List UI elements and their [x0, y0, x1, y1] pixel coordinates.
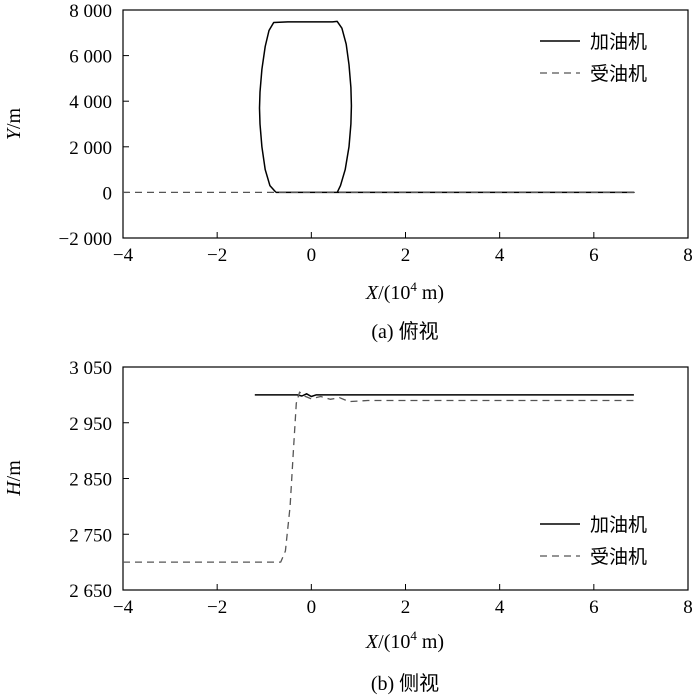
- x-tick-label: 2: [401, 245, 411, 266]
- x-tick-label: −2: [207, 597, 227, 618]
- legend-label-receiver: 受油机: [590, 546, 647, 568]
- series-side: [123, 391, 634, 563]
- y-tick-label: 2 850: [69, 470, 112, 491]
- x-tick-label: 6: [589, 245, 599, 266]
- y-tick-label: 2 750: [69, 525, 112, 546]
- y-axis-label-top: Y/m: [3, 107, 25, 140]
- x-tick-label: −4: [113, 597, 134, 618]
- x-tick-label: 8: [683, 597, 693, 618]
- y-tick-label: 8 000: [69, 1, 112, 22]
- x-tick-label: 4: [495, 245, 505, 266]
- x-tick-label: −2: [207, 245, 227, 266]
- legend-label-tanker: 加油机: [590, 514, 647, 536]
- y-tick-label: 0: [103, 183, 113, 204]
- panel-caption-side: (b) 侧视: [371, 672, 439, 695]
- x-axis-label-side: X/(104 m): [365, 628, 444, 653]
- y-tick-label: 2 650: [69, 581, 112, 602]
- x-tick-label: 4: [495, 597, 505, 618]
- series-top: [123, 20, 635, 194]
- x-tick-label: 2: [401, 597, 411, 618]
- x-tick-label: 0: [307, 597, 317, 618]
- legend-label-receiver: 受油机: [590, 63, 647, 85]
- y-tick-label: 2 950: [69, 414, 112, 435]
- x-tick-label: 8: [683, 245, 693, 266]
- legend-label-tanker: 加油机: [590, 31, 647, 53]
- y-tick-label: −2 000: [59, 229, 112, 250]
- x-tick-label: −4: [113, 245, 134, 266]
- series-line-receiver: [123, 391, 634, 563]
- y-tick-label: 3 050: [69, 358, 112, 379]
- y-tick-label: 6 000: [69, 47, 112, 68]
- x-ticks-side: −4 −2 0 2 4 6 8: [113, 584, 693, 618]
- legend-top: 加油机 受油机: [540, 31, 647, 85]
- y-tick-label: 4 000: [69, 92, 112, 113]
- series-line-tanker: [254, 393, 634, 398]
- legend-side: 加油机 受油机: [540, 514, 647, 568]
- y-ticks-top: −2 000 0 2 000 4 000 6 000 8 000: [59, 1, 129, 250]
- series-line-tanker: [258, 20, 635, 194]
- x-axis-label-top: X/(104 m): [365, 279, 444, 304]
- x-tick-label: 6: [589, 597, 599, 618]
- panel-top-view: −4 −2 0 2 4 6 8 −2 000 0 2 000 4 000 6 000 8 000 X/…: [3, 1, 693, 343]
- x-tick-label: 0: [307, 245, 317, 266]
- y-ticks-side: 2 650 2 750 2 850 2 950 3 050: [69, 358, 129, 602]
- x-ticks-top: −4 −2 0 2 4 6 8: [113, 232, 693, 266]
- panel-caption-top: (a) 俯视: [371, 320, 438, 343]
- y-tick-label: 2 000: [69, 138, 112, 159]
- panel-side-view: −4 −2 0 2 4 6 8 2 650 2 750 2 850 2 950 3 050 X/(1…: [3, 358, 693, 695]
- y-axis-label-side: H/m: [3, 460, 25, 497]
